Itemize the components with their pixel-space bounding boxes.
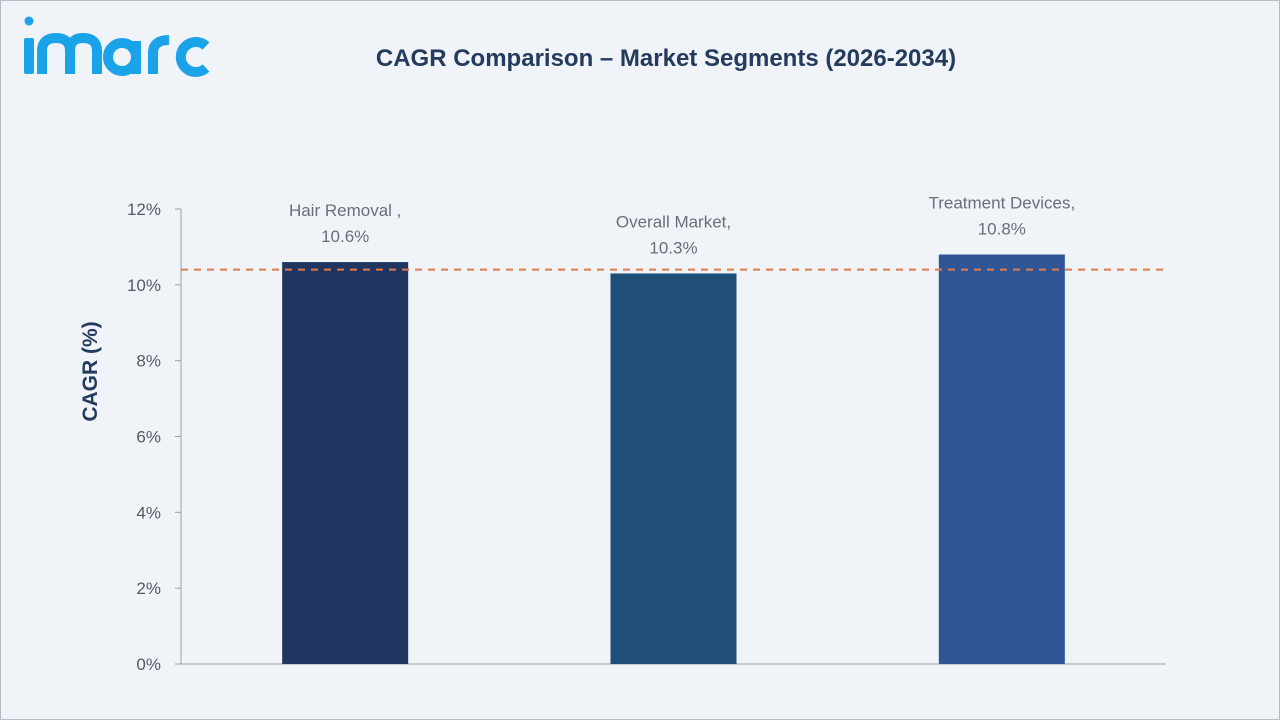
y-tick-label: 6% [136, 428, 161, 447]
data-label: Treatment Devices, [928, 194, 1075, 213]
y-tick-label: 10% [127, 276, 161, 295]
data-label: 10.6% [321, 227, 369, 246]
data-label: 10.8% [978, 220, 1026, 239]
y-tick-label: 2% [136, 579, 161, 598]
bar-2 [610, 273, 737, 664]
y-axis-title: CAGR (%) [79, 321, 102, 421]
y-tick-label: 4% [136, 503, 161, 522]
data-label: Overall Market, [616, 212, 731, 231]
bar-1 [282, 262, 409, 664]
y-tick-label: 12% [127, 200, 161, 219]
y-tick-label: 8% [136, 352, 161, 371]
imarc-logo [24, 16, 210, 77]
bar-3 [938, 254, 1065, 664]
data-label: Hair Removal , [289, 201, 401, 220]
y-tick-label: 0% [136, 655, 161, 674]
chart-title: CAGR Comparison – Market Segments (2026-… [375, 45, 957, 72]
data-label: 10.3% [649, 238, 697, 257]
